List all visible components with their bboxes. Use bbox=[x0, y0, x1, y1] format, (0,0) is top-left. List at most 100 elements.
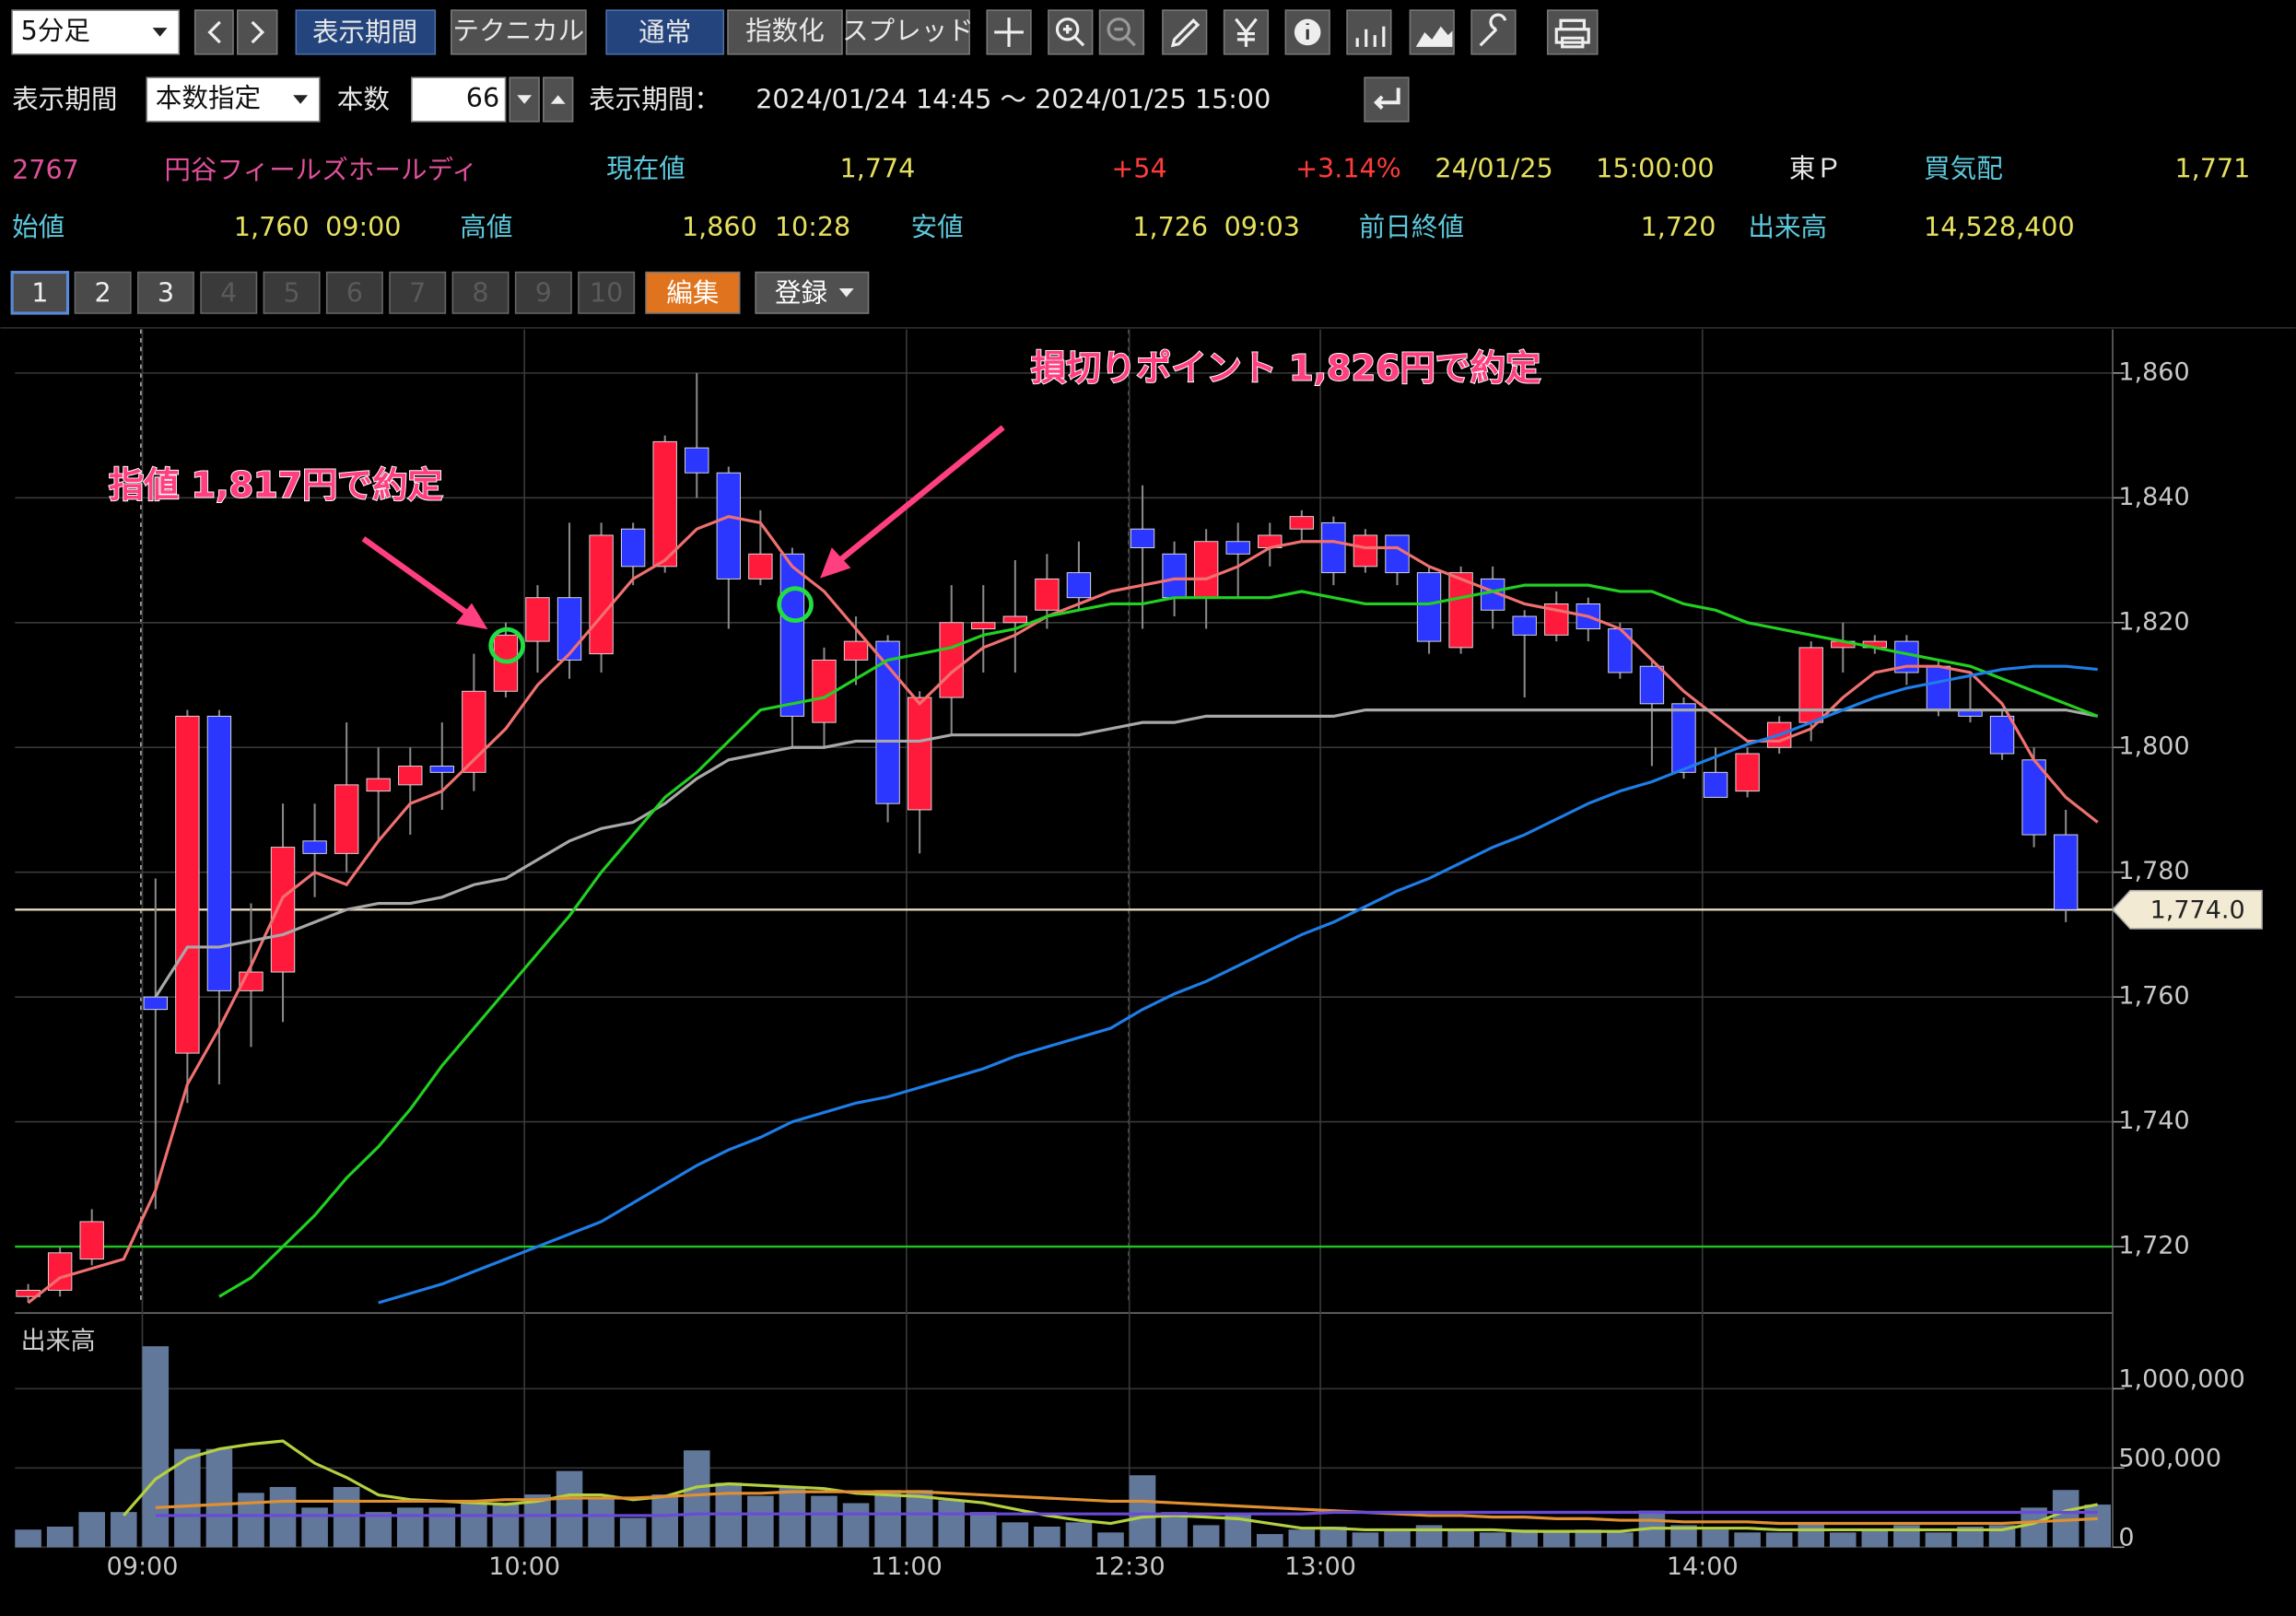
tab-button[interactable] bbox=[755, 271, 870, 314]
icon bbox=[1479, 13, 1507, 47]
label: 始値 bbox=[12, 211, 64, 242]
y-tick-label: 0 bbox=[2118, 1523, 2134, 1552]
volume-bar bbox=[588, 1497, 615, 1548]
button-label: 通常 bbox=[638, 17, 691, 48]
market: 東Ｐ bbox=[1789, 152, 1842, 183]
tab[interactable] bbox=[389, 271, 447, 314]
label: 高値 bbox=[460, 211, 512, 242]
period-mode-select[interactable] bbox=[146, 76, 321, 123]
y-tick-label: 1,860 bbox=[2118, 357, 2189, 386]
tab[interactable] bbox=[514, 271, 572, 314]
volume-bar bbox=[1575, 1529, 1602, 1548]
tab[interactable] bbox=[451, 271, 510, 314]
candle-body bbox=[398, 766, 423, 786]
candle-body bbox=[525, 597, 550, 642]
volume-bar bbox=[1256, 1534, 1283, 1548]
tab-label: 3 bbox=[158, 276, 174, 308]
prev-button[interactable] bbox=[193, 9, 234, 55]
volume-bar bbox=[811, 1495, 838, 1548]
tab[interactable] bbox=[10, 270, 70, 315]
tab[interactable] bbox=[325, 271, 383, 314]
period-button[interactable] bbox=[295, 9, 437, 55]
icon bbox=[1235, 18, 1258, 47]
volume-bar bbox=[396, 1507, 424, 1548]
volume-bar bbox=[619, 1517, 647, 1548]
period-mode: 本数指定 bbox=[156, 82, 261, 113]
volume-bar bbox=[747, 1495, 774, 1548]
volume-bar bbox=[78, 1512, 106, 1548]
time: 09:00 bbox=[325, 211, 401, 242]
spread-button[interactable] bbox=[845, 9, 970, 55]
candle-body bbox=[1671, 703, 1696, 773]
zoom-out-button[interactable] bbox=[1098, 9, 1145, 55]
candle-body bbox=[143, 996, 169, 1011]
candle-body bbox=[620, 528, 646, 568]
volume-bar bbox=[1702, 1529, 1729, 1548]
tab[interactable] bbox=[200, 271, 258, 314]
icon bbox=[1554, 18, 1590, 49]
x-tick-label: 09:00 bbox=[107, 1552, 179, 1581]
moving-average bbox=[154, 708, 2099, 998]
tab[interactable] bbox=[136, 271, 194, 314]
plot: 1,720 1,740 1,760 1,780 1,800 1,820 1,840 1,860… bbox=[15, 329, 2263, 1581]
tab-button[interactable] bbox=[645, 271, 741, 314]
candle-body bbox=[1002, 615, 1028, 624]
period-label: 表示期間 bbox=[12, 84, 117, 115]
candle-body bbox=[1448, 572, 1473, 649]
volume-bar bbox=[1097, 1532, 1124, 1548]
volume-bar bbox=[1957, 1526, 1984, 1548]
tool-icons bbox=[986, 9, 1599, 55]
next-button[interactable] bbox=[236, 9, 278, 55]
annotations: 指値 1,817円で約定 損切りポイント 1,826円で約定 bbox=[108, 347, 1541, 664]
volume-bar bbox=[1320, 1526, 1347, 1548]
draw-button[interactable] bbox=[1162, 9, 1208, 55]
date: 24/01/25 bbox=[1435, 152, 1552, 183]
tabs: 1 2 3 4 5 6 7 8 9 10 編集 登録 bbox=[10, 270, 870, 315]
change-pct: +3.14% bbox=[1295, 152, 1401, 183]
moving-average bbox=[27, 515, 2099, 1305]
tab[interactable] bbox=[578, 271, 636, 314]
timeframe: 5分足 bbox=[21, 15, 90, 46]
count-up[interactable] bbox=[543, 76, 574, 123]
count-input[interactable] bbox=[411, 76, 507, 123]
candle-body bbox=[556, 597, 582, 661]
tab[interactable] bbox=[74, 271, 132, 314]
candle-body bbox=[334, 784, 359, 854]
candle-body bbox=[1989, 715, 2015, 755]
area-button[interactable] bbox=[1409, 9, 1455, 55]
volume-bar bbox=[1288, 1529, 1316, 1548]
icon bbox=[1062, 25, 1085, 47]
candle-body bbox=[1035, 578, 1060, 611]
tab-label: 9 bbox=[535, 276, 552, 308]
volume-bar bbox=[1734, 1532, 1761, 1548]
value: 1,720 bbox=[1641, 211, 1716, 242]
icon bbox=[1170, 18, 1201, 48]
candle-body bbox=[939, 622, 964, 698]
icon bbox=[1107, 18, 1130, 41]
volume-bar bbox=[301, 1507, 328, 1548]
count: 66 bbox=[466, 82, 499, 113]
volume-bar bbox=[1129, 1475, 1156, 1548]
fill-marker bbox=[777, 586, 814, 624]
candle-body bbox=[302, 840, 327, 854]
icon bbox=[1055, 18, 1080, 41]
zoom-in-button[interactable] bbox=[1048, 9, 1094, 55]
technical-button[interactable] bbox=[450, 9, 587, 55]
volume-bar bbox=[1861, 1529, 1889, 1548]
apply-button[interactable] bbox=[1364, 76, 1410, 123]
price-tag-label: 1,774.0 bbox=[2150, 896, 2245, 924]
moving-average bbox=[218, 583, 2099, 1298]
index-button[interactable] bbox=[727, 9, 843, 55]
timeframe-select[interactable] bbox=[11, 9, 181, 55]
volume-bar bbox=[428, 1507, 456, 1548]
candle-body bbox=[843, 640, 869, 661]
stock-name: 円谷フィールズホールディ bbox=[164, 154, 477, 185]
normal-button[interactable] bbox=[605, 9, 725, 55]
tab[interactable] bbox=[263, 271, 321, 314]
icon bbox=[1415, 26, 1453, 47]
candle-body bbox=[175, 715, 200, 1054]
dropdown-arrow bbox=[293, 95, 309, 104]
volume-bar bbox=[1511, 1529, 1539, 1548]
